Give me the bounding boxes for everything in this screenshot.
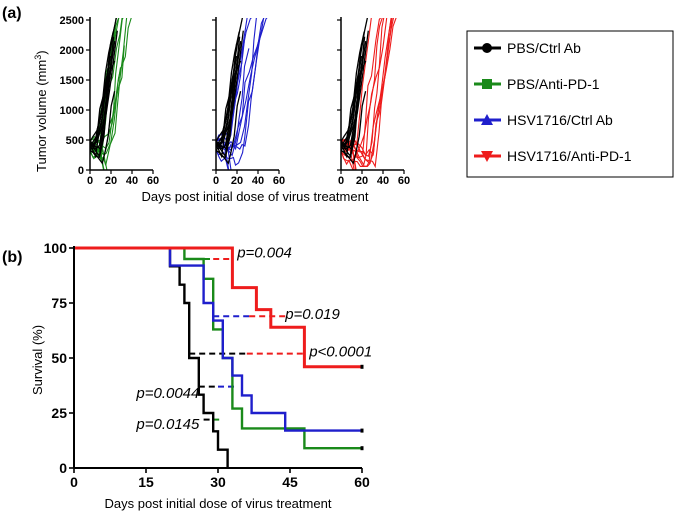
- control-curve: [216, 36, 241, 151]
- x-tick-label: 40: [377, 175, 389, 187]
- tumor-curve-3: [341, 18, 385, 158]
- control-curve: [341, 68, 363, 148]
- tumor-lines: [90, 18, 153, 170]
- x-tick-label: 0: [338, 175, 344, 187]
- panel-a-label: (a): [2, 5, 22, 22]
- x-tick-label: 60: [147, 175, 159, 187]
- y-tick-label: 1500: [60, 75, 84, 87]
- legend-label: PBS/Anti-PD-1: [507, 76, 600, 92]
- legend-marker-circle: [482, 43, 492, 53]
- tumor-volume-axis-label: Tumor volume (mm3): [33, 50, 49, 172]
- tumor-x-axis-label: Days post initial dose of virus treatmen…: [142, 189, 369, 204]
- legend-box: [466, 30, 674, 178]
- legend-marker-triangle-up: [481, 114, 493, 125]
- control-curve: [90, 55, 112, 159]
- y-tick-label: 0: [59, 460, 67, 476]
- tumor-lines: [216, 18, 279, 170]
- y-tick-label: 75: [51, 295, 67, 311]
- x-tick-label: 40: [252, 175, 264, 187]
- x-tick-label: 30: [210, 474, 226, 490]
- x-tick-label: 0: [87, 175, 93, 187]
- control-curve: [90, 36, 115, 151]
- survival-chart: 0 15 30 45 60 0 25 50 75 100 p=0.004 p=0.019 p<0.000…: [44, 240, 373, 490]
- panel-b-label: (b): [2, 249, 22, 266]
- x-tick-label: 45: [282, 474, 298, 490]
- legend: PBS/Ctrl Ab PBS/Anti-PD-1 HSV1716/Ctrl Ab H…: [466, 30, 674, 178]
- y-tick-label: 1000: [60, 105, 84, 117]
- y-tick-label: 100: [44, 240, 68, 256]
- censor-mark: [360, 364, 364, 369]
- survival-curve-hsv1716-anti-pd-1: [74, 246, 362, 369]
- y-tick-label: 2000: [60, 45, 84, 57]
- tumor-curve-3: [341, 18, 393, 167]
- x-tick-label: 0: [70, 474, 78, 490]
- control-curve: [341, 55, 363, 159]
- legend-item-hsv1716-anti-pd-1: HSV1716/Anti-PD-1: [474, 148, 632, 164]
- x-tick-label: 60: [273, 175, 285, 187]
- p-value-label: p=0.0044: [135, 385, 199, 402]
- control-curve: [216, 68, 238, 148]
- survival-axis-label: Survival (%): [30, 325, 45, 395]
- tumor-curve-2: [216, 18, 265, 151]
- legend-label: HSV1716/Anti-PD-1: [507, 148, 632, 164]
- x-tick-label: 20: [105, 175, 117, 187]
- y-tick-label: 0: [78, 165, 84, 177]
- x-tick-label: 15: [138, 474, 154, 490]
- y-tick-label: 2500: [60, 15, 84, 27]
- x-tick-label: 60: [398, 175, 410, 187]
- x-tick-label: 40: [126, 175, 138, 187]
- tumor-panel-pbs-anti-pd-1: 0 20 40 60 0 500 1000 1500 2000 2500: [60, 15, 160, 187]
- legend-label: PBS/Ctrl Ab: [507, 40, 581, 56]
- y-tick-label: 25: [51, 405, 67, 421]
- p-value-label: p<0.0001: [308, 343, 372, 360]
- legend-item-hsv1716-ctrl-ab: HSV1716/Ctrl Ab: [474, 112, 613, 128]
- x-tick-label: 60: [354, 474, 370, 490]
- p-value-label: p=0.019: [284, 306, 340, 323]
- p-value-label: p=0.004: [236, 244, 292, 261]
- control-curve: [216, 55, 238, 159]
- tumor-panel-hsv1716-anti-pd-1: 0 20 40 60: [337, 17, 410, 187]
- legend-label: HSV1716/Ctrl Ab: [507, 112, 613, 128]
- y-tick-label: 500: [66, 135, 84, 147]
- y-tick-label: 50: [51, 350, 67, 366]
- censor-mark: [360, 428, 364, 433]
- control-curve: [341, 36, 366, 151]
- x-tick-label: 20: [231, 175, 243, 187]
- x-tick-label: 0: [213, 175, 219, 187]
- legend-item-pbs-anti-pd-1: PBS/Anti-PD-1: [474, 76, 600, 92]
- tumor-curve-2: [216, 134, 279, 170]
- control-curve: [90, 68, 112, 148]
- x-tick-label: 20: [356, 175, 368, 187]
- tumor-panels: 0 20 40 60 0 500 1000 1500 2000 2500 0 20 40 60 0 20 40 6…: [60, 15, 411, 187]
- legend-item-pbs-ctrl-ab: PBS/Ctrl Ab: [474, 40, 581, 56]
- legend-marker-triangle-down: [481, 151, 493, 162]
- tumor-lines: [341, 18, 404, 170]
- p-value-label: p=0.0145: [135, 416, 200, 433]
- legend-marker-square: [482, 79, 492, 89]
- tumor-panel-hsv1716-ctrl-ab: 0 20 40 60: [212, 17, 285, 187]
- survival-curve-hsv1716-ctrl-ab: [74, 246, 362, 432]
- censor-mark: [360, 446, 364, 451]
- survival-x-axis-label: Days post initial dose of virus treatmen…: [105, 496, 332, 511]
